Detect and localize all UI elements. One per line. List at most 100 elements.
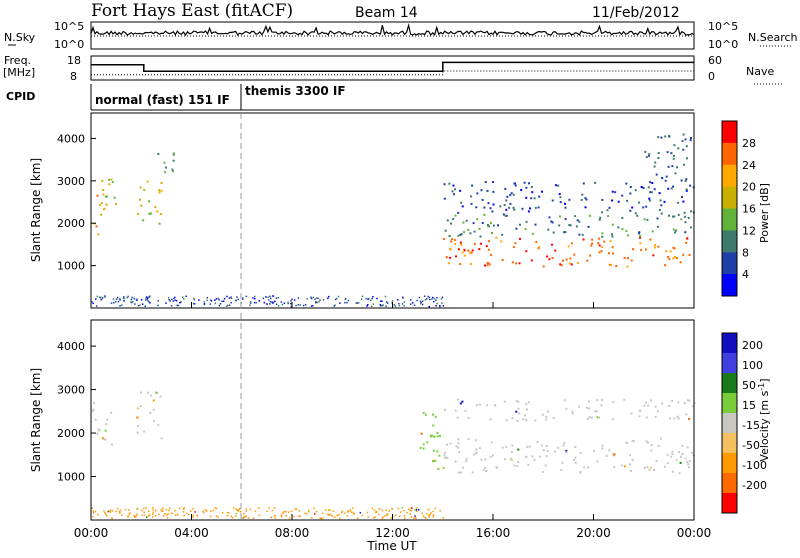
echo-cell — [171, 512, 173, 514]
echo-cell — [235, 508, 238, 510]
echo-cell — [598, 237, 601, 240]
echo-cell — [665, 175, 668, 178]
colorbar-tick-label: -50 — [742, 439, 760, 452]
echo-cell — [413, 304, 416, 306]
echo-cell — [99, 204, 101, 207]
echo-cell — [96, 295, 99, 298]
echo-cell — [508, 206, 511, 209]
echo-cell — [423, 295, 426, 297]
echo-cell — [116, 296, 119, 299]
echo-cell — [105, 423, 108, 426]
echo-cell — [156, 392, 159, 395]
echo-cell — [384, 295, 387, 298]
echo-cell — [668, 134, 671, 137]
echo-cell — [97, 513, 99, 516]
echo-cell — [646, 466, 649, 469]
echo-cell — [143, 188, 146, 191]
echo-cell — [542, 265, 545, 268]
echo-cell — [611, 235, 614, 238]
colorbar-swatch — [722, 186, 737, 209]
echo-cell — [491, 210, 494, 213]
echo-cell — [183, 508, 185, 510]
echo-cell — [684, 221, 687, 224]
echo-cell — [148, 510, 150, 512]
echo-cell — [588, 416, 591, 419]
echo-cell — [141, 514, 143, 516]
echo-cell — [654, 244, 657, 246]
echo-cell — [99, 296, 101, 299]
echo-cell — [436, 450, 439, 453]
echo-cell — [209, 303, 211, 305]
echo-cell — [172, 153, 175, 156]
echo-cell — [594, 410, 597, 413]
echo-cell — [271, 509, 274, 512]
echo-cell — [105, 195, 108, 198]
echo-cell — [113, 196, 116, 199]
echo-cell — [671, 165, 674, 168]
echo-cell — [127, 295, 129, 298]
echo-cell — [568, 198, 571, 201]
echo-cell — [542, 449, 545, 452]
echo-cell — [482, 468, 485, 471]
echo-cell — [228, 297, 231, 299]
echo-cell — [673, 247, 676, 250]
echo-cell — [143, 430, 146, 433]
echo-cell — [599, 216, 602, 219]
echo-cell — [102, 189, 105, 191]
echo-cell — [551, 243, 553, 246]
echo-cell — [149, 412, 152, 414]
noise-sky-trace — [90, 23, 695, 37]
echo-cell — [685, 145, 688, 148]
echo-cell — [366, 511, 369, 514]
echo-cell — [196, 514, 198, 517]
colorbar-swatch — [722, 121, 737, 144]
echo-cell — [428, 514, 430, 517]
echo-cell — [257, 507, 260, 509]
echo-cell — [382, 516, 384, 518]
echo-cell — [685, 241, 688, 244]
echo-cell — [679, 461, 682, 464]
echo-cell — [486, 262, 489, 264]
echo-cell — [582, 238, 585, 241]
nsearch-label: N.Search — [748, 31, 798, 44]
echo-cell — [596, 399, 599, 402]
echo-cell — [509, 194, 512, 197]
echo-cell — [648, 154, 650, 157]
echo-cell — [161, 510, 163, 512]
echo-cell — [306, 298, 308, 300]
echo-cell — [163, 161, 166, 164]
echo-cell — [315, 510, 318, 513]
colorbar-tick-label: 200 — [742, 339, 763, 352]
echo-cell — [344, 298, 347, 300]
echo-cell — [569, 224, 572, 227]
echo-cell — [186, 512, 188, 515]
echo-cell — [642, 206, 645, 209]
echo-cell — [333, 516, 336, 518]
echo-cell — [600, 250, 603, 253]
echo-cell — [547, 228, 550, 231]
echo-cell — [587, 400, 590, 403]
echo-cell — [438, 454, 441, 457]
echo-cell — [576, 219, 579, 222]
echo-cell — [130, 301, 133, 304]
echo-cell — [495, 466, 498, 469]
echo-cell — [667, 165, 670, 168]
echo-cell — [398, 515, 401, 518]
echo-cell — [411, 302, 414, 304]
echo-cell — [310, 296, 312, 299]
echo-cell — [238, 508, 241, 510]
echo-cell — [682, 133, 685, 136]
echo-cell — [232, 507, 235, 509]
echo-cell — [190, 510, 192, 512]
echo-cell — [442, 466, 445, 469]
echo-cell — [555, 184, 558, 187]
echo-cell — [461, 400, 464, 403]
echo-cell — [104, 295, 106, 297]
xtick-label: 04:00 — [174, 526, 209, 540]
echo-cell — [601, 232, 604, 235]
echo-cell — [460, 201, 463, 204]
echo-cell — [419, 446, 422, 449]
echo-cell — [230, 302, 232, 304]
echo-cell — [667, 256, 670, 258]
echo-cell — [524, 228, 527, 231]
